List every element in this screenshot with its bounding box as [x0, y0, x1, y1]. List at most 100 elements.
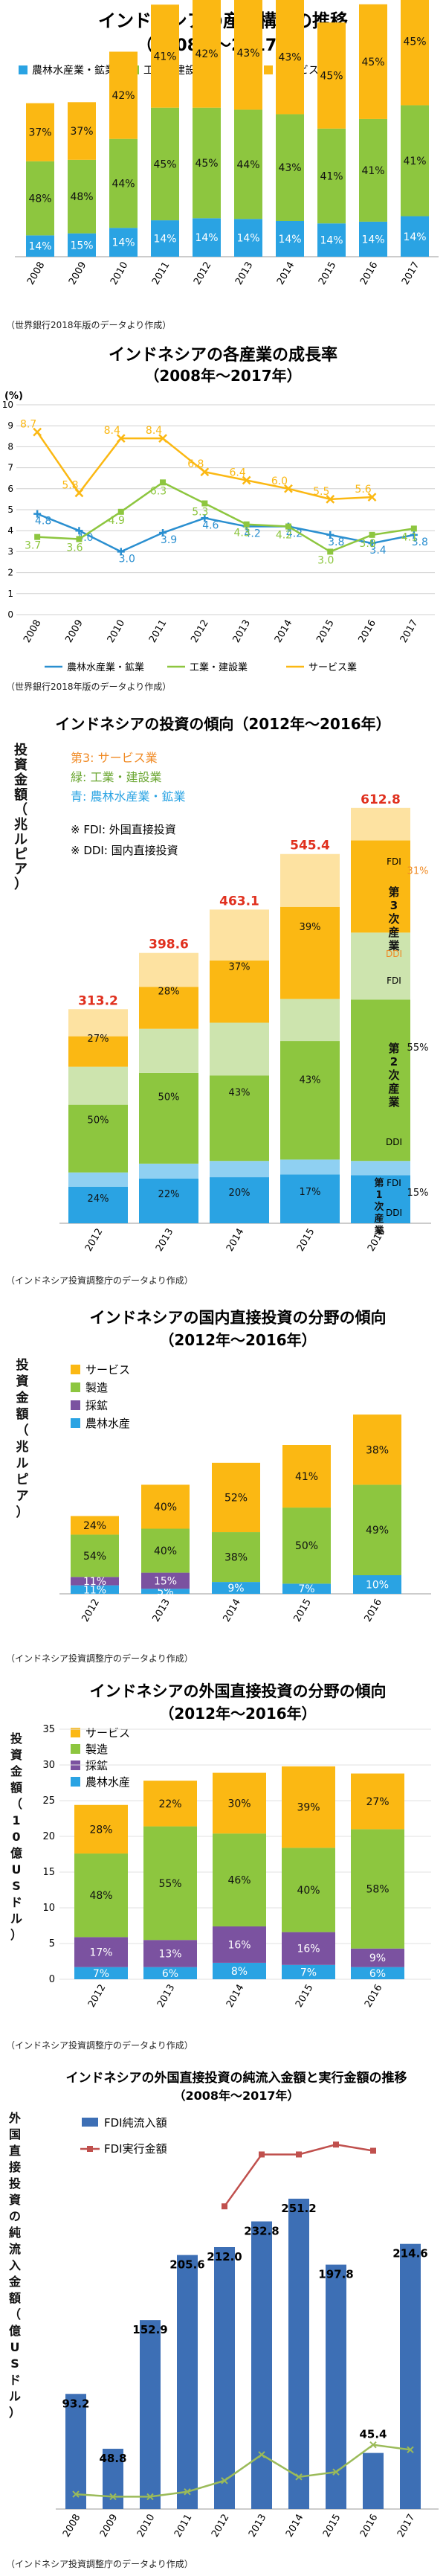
chart-2-subtitle: （2008年～2017年）	[144, 367, 301, 385]
bar-label-2017-2: 45%	[403, 36, 426, 48]
segment-label-2012-0: 27%	[88, 1034, 109, 1045]
legend-label-0: サービス	[85, 1363, 130, 1377]
bar-2013-1	[143, 1940, 197, 1967]
legend-label-0: 農林水産業・鉱業	[67, 661, 144, 673]
x-tick-2012: 2012	[192, 260, 214, 287]
bar-2011-1	[151, 107, 179, 221]
bar-label-2014-0: 8%	[231, 1966, 248, 1978]
x-tick-2017: 2017	[398, 618, 421, 645]
x-tick-2012: 2012	[210, 2513, 232, 2540]
legend-1: 緑: 工業・建設業	[71, 770, 161, 784]
bar-2016-3	[351, 1773, 404, 1830]
x-tick-2016: 2016	[362, 1598, 384, 1624]
segment-label-2014-1: 43%	[229, 1087, 251, 1098]
bar-2013	[251, 2221, 272, 2509]
legend-swatch-3	[71, 1418, 80, 1428]
legend-swatch-0	[19, 65, 28, 74]
bar-2012-1	[71, 1577, 119, 1586]
legend-0: 第3: サービス業	[71, 751, 158, 765]
bar-2013-3	[139, 1028, 198, 1073]
chart-2-source: （世界銀行2018年版のデータより作成）	[6, 682, 172, 692]
bar-2015	[326, 2264, 346, 2509]
chart-3-title: インドネシアの投資の傾向（2012年～2016年）	[55, 715, 390, 733]
bar-label-2012-3: 24%	[83, 1520, 106, 1532]
bar-label-2013-1: 44%	[236, 159, 259, 171]
bar-2015-1	[282, 1932, 335, 1965]
segment-label-2016-0: 31%	[407, 866, 429, 877]
bar-label-2017-0: 14%	[403, 231, 426, 243]
x-tick-2012: 2012	[189, 618, 211, 645]
marker-2-6	[284, 484, 293, 493]
marker-1-1	[76, 536, 83, 542]
y-axis-label: 投資金額（兆ルピア）	[13, 742, 28, 892]
bar-label-2015-1: 16%	[297, 1944, 320, 1955]
bar-2014-2	[210, 1075, 269, 1162]
x-tick-2016: 2016	[356, 618, 378, 645]
y-tick-4: 4	[7, 525, 13, 536]
x-tick-2009: 2009	[67, 260, 89, 287]
bar-2012-4	[68, 1036, 128, 1067]
point-label-1-7: 3.0	[317, 554, 334, 566]
chart-1-svg: インドネシアの産業構造の推移（2008年～2017年）農林水産業・鉱業工業・建設…	[15, 0, 439, 287]
chart-4-svg: インドネシアの国内直接投資の分野の傾向 （2012年～2016年） 投資金額（兆ルピ…	[16, 1309, 431, 1624]
x-tick-2015: 2015	[291, 1598, 314, 1624]
bar-2014-2	[276, 0, 304, 115]
bar-2013-2	[141, 1528, 190, 1573]
bar-label-2016-1: 9%	[369, 1952, 386, 1964]
bar-2016-2	[351, 999, 410, 1162]
bar-2014	[288, 2198, 309, 2509]
marker-0-3	[159, 529, 167, 537]
x-tick-2015: 2015	[295, 1227, 317, 1254]
bar-label-2012-0: 7%	[93, 1968, 109, 1980]
bar-2012-0	[71, 1585, 119, 1594]
x-tick-2013: 2013	[155, 1983, 178, 2010]
bar-label-2009-1: 48%	[70, 191, 93, 203]
chart-3-svg: インドネシアの投資の傾向（2012年～2016年） 投資金額（兆ルピア） 第3: サ…	[13, 715, 431, 1254]
point-label-1-9: 4.1	[401, 531, 418, 543]
green-marker-2	[146, 2493, 154, 2501]
marker-0-7	[326, 531, 334, 539]
bar-2015-2	[282, 1848, 335, 1932]
bar-2016-2	[359, 4, 387, 119]
bar-label-2011-1: 45%	[153, 158, 176, 170]
y-tick-1: 1	[7, 589, 13, 599]
marker-1-9	[410, 525, 417, 532]
ann-1: 第 3 次産業	[387, 885, 400, 952]
point-label-1-0: 3.7	[25, 540, 41, 552]
legend-note-1: ※ DDI: 国内直接投資	[71, 844, 178, 857]
x-tick-2014: 2014	[224, 1983, 247, 2010]
marker-1-7	[327, 548, 334, 555]
bar-label-5: 232.8	[244, 2224, 279, 2237]
legend-swatch-0	[82, 2118, 98, 2127]
point-label-0-6: 4.2	[286, 528, 303, 540]
bar-2013-1	[141, 1572, 190, 1589]
point-label-2-6: 6.0	[271, 475, 288, 487]
point-label-2-3: 8.4	[146, 425, 162, 437]
bar-2009-0	[68, 233, 96, 257]
x-tick-2009: 2009	[63, 618, 85, 645]
bar-2016-3	[353, 1414, 401, 1485]
bar-2012-1	[193, 107, 221, 219]
bar-2016-2	[353, 1484, 401, 1575]
bar-2011	[177, 2255, 198, 2509]
legend-label-3: 農林水産	[85, 1417, 130, 1430]
bar-2013-1	[234, 109, 262, 220]
legend-swatch-0	[71, 1365, 80, 1374]
legend-label-3: 農林水産	[85, 1775, 130, 1789]
bar-2014-4	[210, 960, 269, 1023]
total-label-2012: 313.2	[78, 993, 118, 1008]
point-label-2-8: 5.6	[355, 484, 371, 496]
bar-label-2012-2: 48%	[89, 1890, 112, 1902]
total-label-2016: 612.8	[361, 792, 401, 807]
bar-2014-3	[213, 1772, 266, 1834]
chart-1-source: （世界銀行2018年版のデータより作成）	[6, 320, 172, 330]
bar-2017-1	[401, 105, 429, 217]
chart-6-svg: インドネシアの外国直接投資の純流入金額と実行金額の推移 （2008年～2017年）…	[8, 2070, 439, 2540]
legend-label-2: サービス業	[308, 661, 357, 673]
bar-2012-3	[71, 1516, 119, 1535]
chart-fdi-inflow: インドネシアの外国直接投資の純流入金額と実行金額の推移 （2008年～2017年）…	[0, 2063, 446, 2576]
y-tick-6: 6	[7, 484, 13, 494]
bar-2010-1	[109, 138, 138, 228]
red-marker-7	[333, 2141, 339, 2148]
chart-6-source: （インドネシア投資調整庁のデータより作成）	[6, 2559, 193, 2569]
